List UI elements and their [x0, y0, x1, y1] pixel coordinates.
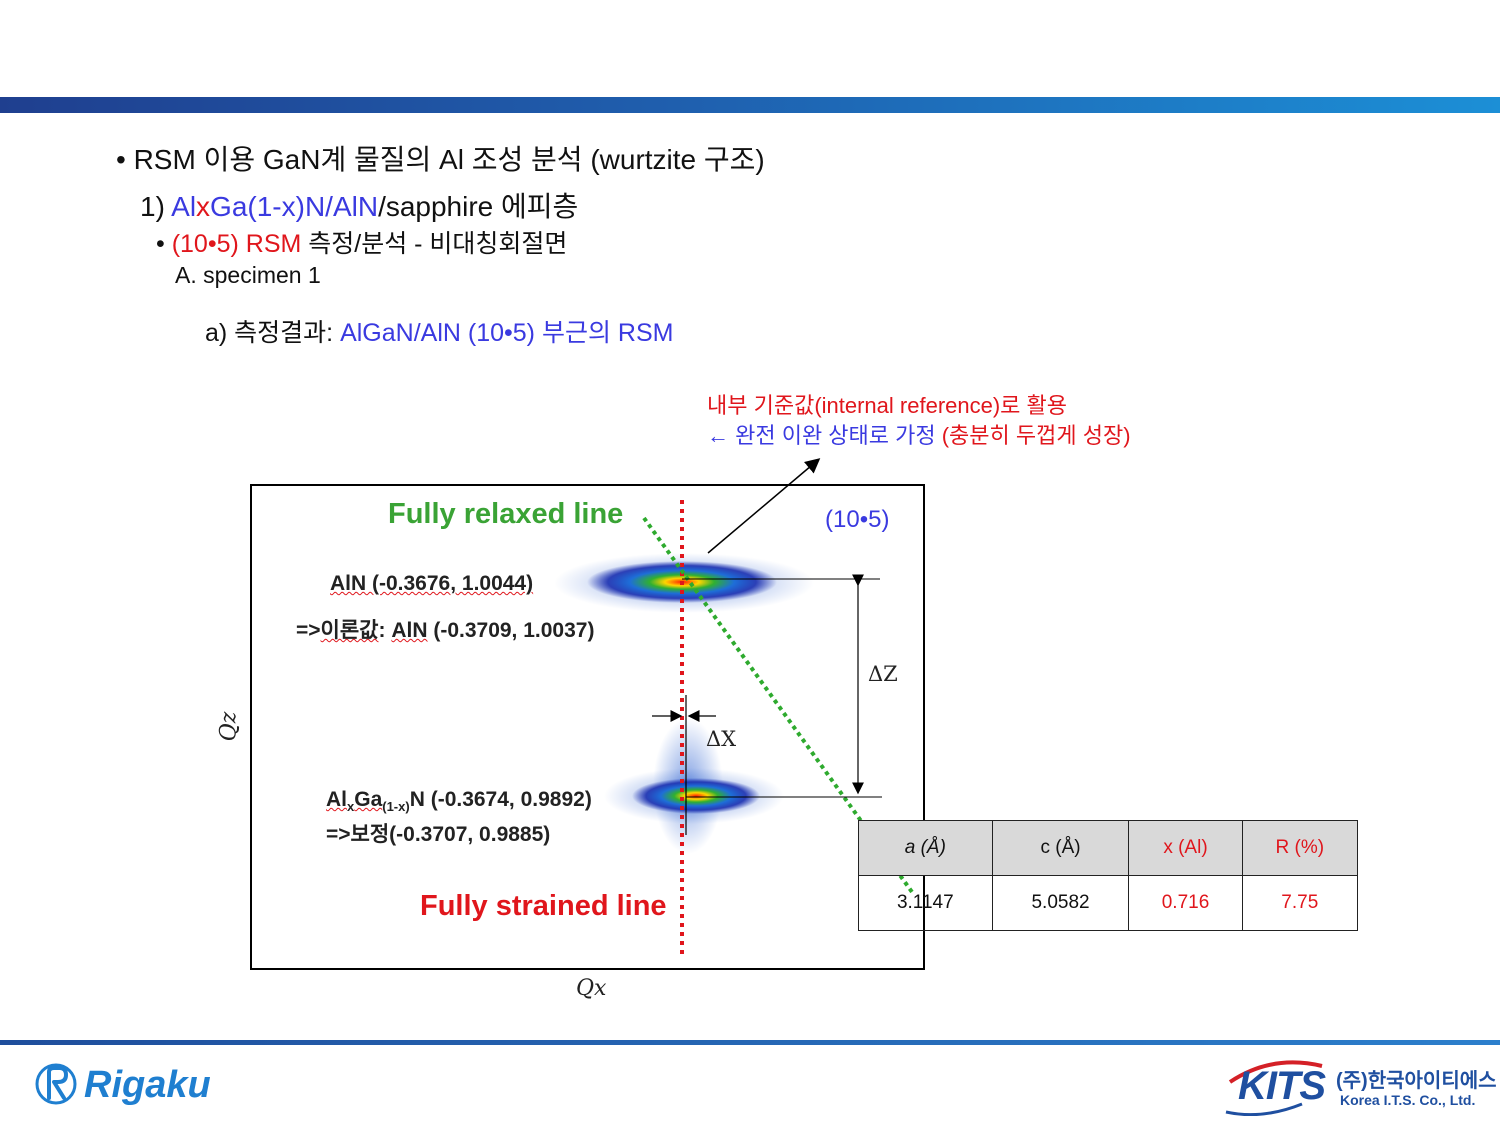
rsm-bullet: • (10•5) RSM 측정/분석 - 비대칭회절면	[156, 224, 567, 260]
reflection-label: (10•5)	[825, 506, 890, 533]
relaxed-assumption-note: ← 완전 이완 상태로 가정 (충분히 두껍게 성장)	[707, 418, 1131, 450]
relaxed-line-label: Fully relaxed line	[388, 498, 624, 530]
rsm-plot: Fully relaxed line Fully strained line (…	[250, 484, 925, 970]
algan-peak-label: AlxGa(1-x)N (-0.3674, 0.9892)	[326, 788, 592, 814]
kits-english-name: Korea I.T.S. Co., Ltd.	[1340, 1092, 1476, 1108]
algan-x: x	[347, 799, 355, 814]
footer-line	[0, 1040, 1500, 1045]
relaxed-assumption-text: ← 완전 이완 상태로 가정	[707, 423, 942, 448]
aln-peak-label: AlN (-0.3676, 1.0044)	[330, 572, 533, 596]
value-x: 0.716	[1128, 875, 1243, 931]
aln-theory-label: =>이론값: AlN (-0.3709, 1.0037)	[296, 614, 594, 644]
rsm-bullet-rest: 측정/분석 - 비대칭회절면	[301, 230, 568, 258]
algan-al: Al	[326, 788, 347, 811]
sub-heading-prefix: 1)	[140, 191, 172, 222]
result-heading: a) 측정결과: AlGaN/AlN (10•5) 부근의 RSM	[205, 313, 673, 349]
title-bar	[0, 97, 1500, 113]
results-table: a (Å) c (Å) x (Al) R (%) 3.1147 5.0582 0…	[858, 820, 1359, 931]
x-axis-label: Qx	[576, 976, 607, 1001]
result-heading-prefix: a) 측정결과:	[205, 319, 341, 347]
aln-theory-prefix: =>	[296, 619, 321, 642]
sub-heading-ga: Ga(1-x)N/AlN	[210, 191, 379, 222]
algan-value: N (-0.3674, 0.9892)	[409, 788, 592, 811]
rigaku-emblem-icon	[35, 1063, 77, 1105]
sub-heading-x: x	[196, 191, 211, 222]
header-x: x (Al)	[1128, 820, 1243, 876]
main-bullet: • RSM 이용 GaN계 물질의 Al 조성 분석 (wurtzite 구조)	[116, 144, 765, 175]
delta-z-label: ΔZ	[868, 662, 898, 686]
results-value-row: 3.1147 5.0582 0.716 7.75	[858, 875, 1359, 931]
result-heading-blue: AlGaN/AlN (10•5) 부근의 RSM	[340, 319, 674, 347]
relaxed-assumption-paren: (충분히 두껍게 성장)	[941, 423, 1131, 448]
header-a: a (Å)	[858, 820, 993, 876]
y-axis-label: Qz	[216, 711, 242, 742]
aln-theory-word: 이론값	[320, 619, 379, 642]
specimen-label: A. specimen 1	[175, 262, 321, 288]
algan-sub: (1-x)	[382, 799, 410, 814]
kits-swoosh-icon	[1225, 1060, 1323, 1116]
header-r: R (%)	[1241, 820, 1359, 876]
results-header-row: a (Å) c (Å) x (Al) R (%)	[858, 820, 1359, 876]
value-c: 5.0582	[991, 875, 1130, 931]
reference-note: 내부 기준값(internal reference)로 활용	[707, 393, 1068, 418]
aln-theory-aln: AlN	[391, 619, 428, 642]
algan-ga: Ga	[354, 788, 383, 811]
kits-korean-name: (주)한국아이티에스	[1336, 1070, 1497, 1092]
sub-heading: 1) AlxGa(1-x)N/AlN/sapphire 에피층	[140, 185, 578, 225]
rigaku-wordmark: Rigaku	[84, 1064, 211, 1106]
algan-corrected-label: =>보정(-0.3707, 0.9885)	[326, 823, 551, 846]
reference-arrow	[707, 458, 821, 554]
rsm-bullet-red: (10•5) RSM	[171, 230, 302, 258]
sub-heading-al: Al	[171, 191, 197, 222]
aln-theory-value: (-0.3709, 1.0037)	[427, 619, 595, 642]
aln-theory-colon: :	[378, 619, 392, 642]
rsm-map	[554, 500, 914, 956]
algan-peak	[632, 778, 760, 814]
aln-peak-text: AlN (-0.3676, 1.0044)	[330, 572, 534, 595]
header-c: c (Å)	[991, 820, 1130, 876]
rsm-bullet-dot: •	[156, 230, 172, 258]
kits-wordmark: KITS	[1238, 1064, 1326, 1108]
value-r: 7.75	[1241, 875, 1359, 931]
sub-heading-suffix: /sapphire 에피층	[378, 191, 579, 222]
strained-line-label: Fully strained line	[420, 890, 667, 922]
delta-x-label: ΔX	[706, 727, 737, 751]
value-a: 3.1147	[858, 875, 993, 931]
